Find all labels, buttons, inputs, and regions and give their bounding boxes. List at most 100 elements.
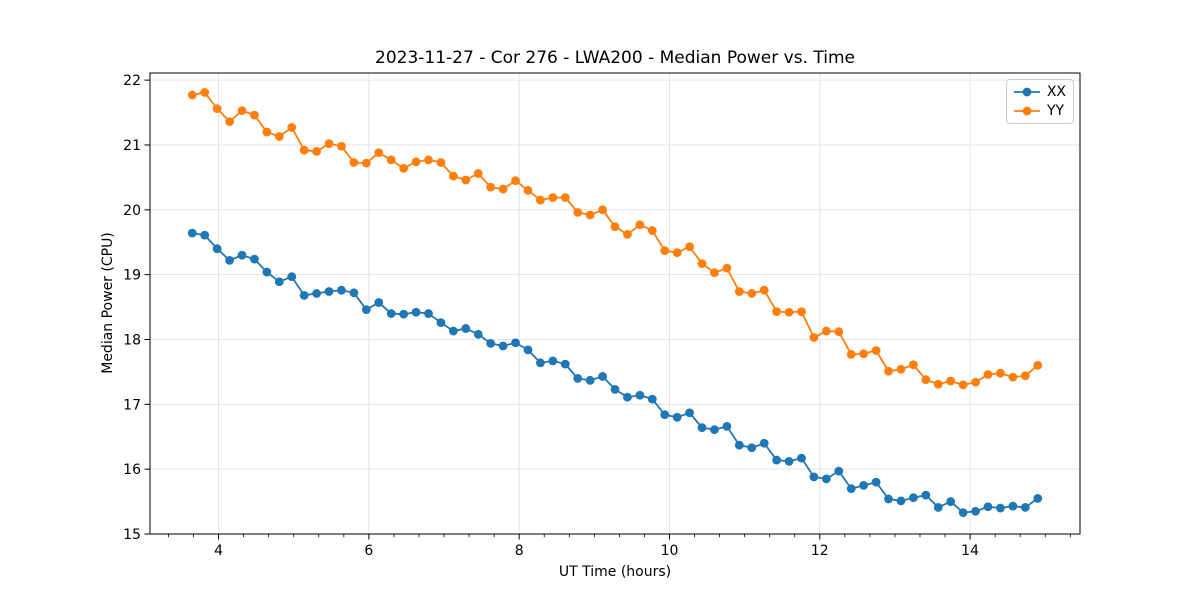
data-point-yy	[946, 376, 956, 386]
data-point-xx	[374, 298, 384, 307]
data-point-xx	[747, 443, 757, 453]
data-point-xx	[623, 392, 632, 402]
data-point-yy	[511, 176, 520, 186]
data-point-yy	[846, 350, 856, 359]
legend-label-yy: YY	[1047, 102, 1065, 119]
data-point-yy	[660, 246, 670, 256]
data-point-yy	[1033, 361, 1043, 370]
legend-line-sample-yy-icon	[1014, 106, 1040, 116]
data-point-yy	[361, 158, 371, 168]
data-point-yy	[896, 364, 906, 374]
data-point-xx	[187, 228, 197, 238]
data-point-yy	[560, 193, 570, 202]
data-point-xx	[424, 309, 433, 318]
legend: XX YY	[1006, 79, 1074, 124]
data-point-xx	[958, 508, 968, 517]
data-point-yy	[610, 222, 620, 232]
data-point-yy	[312, 147, 321, 156]
y-tick-label: 20	[123, 203, 141, 219]
data-point-xx	[436, 318, 446, 328]
y-tick-label: 21	[123, 138, 141, 154]
data-point-yy	[797, 307, 806, 316]
data-point-xx	[399, 309, 409, 319]
data-point-yy	[212, 104, 222, 114]
data-point-xx	[759, 438, 769, 448]
axis-ticks	[144, 79, 1071, 540]
data-point-xx	[921, 490, 931, 500]
data-point-xx	[473, 329, 483, 339]
data-point-xx	[647, 394, 657, 404]
data-point-xx	[710, 425, 719, 435]
data-point-yy	[871, 346, 881, 355]
data-point-xx	[349, 288, 359, 298]
data-point-yy	[933, 379, 943, 389]
data-point-xx	[1008, 501, 1018, 511]
data-point-xx	[498, 341, 508, 351]
data-point-yy	[299, 145, 309, 155]
data-point-yy	[921, 375, 931, 385]
data-point-yy	[473, 169, 483, 178]
data-point-xx	[772, 455, 782, 465]
data-point-yy	[585, 210, 595, 220]
data-point-xx	[212, 244, 222, 254]
data-point-yy	[1008, 372, 1018, 382]
data-point-xx	[200, 230, 210, 240]
data-point-xx	[511, 338, 520, 348]
data-point-xx	[486, 338, 496, 348]
data-point-yy	[710, 268, 719, 278]
data-point-yy	[859, 349, 869, 359]
data-point-xx	[448, 326, 458, 336]
data-point-yy	[759, 285, 769, 295]
data-point-xx	[573, 373, 583, 383]
data-point-xx	[909, 493, 918, 503]
data-point-yy	[436, 158, 446, 167]
chart-title: 2023-11-27 - Cor 276 - LWA200 - Median P…	[375, 48, 855, 68]
legend-label-xx: XX	[1046, 84, 1066, 101]
data-point-yy	[772, 307, 782, 316]
y-axis-label: Median Power (CPU)	[100, 232, 116, 374]
data-point-xx	[859, 480, 869, 490]
data-point-xx	[734, 440, 744, 450]
data-point-xx	[411, 307, 421, 317]
data-point-yy	[821, 326, 831, 336]
grid-lines	[150, 73, 1080, 535]
data-point-yy	[958, 380, 968, 390]
series-line-yy	[191, 91, 1039, 386]
data-point-xx	[1020, 503, 1030, 512]
axes-frame	[149, 72, 1081, 535]
data-point-xx	[274, 277, 284, 287]
data-point-xx	[337, 285, 346, 295]
data-point-xx	[610, 385, 620, 394]
data-point-xx	[697, 423, 707, 433]
data-point-xx	[262, 267, 272, 277]
x-axis-label: UT Time (hours)	[559, 564, 671, 580]
data-point-yy	[498, 184, 508, 194]
data-point-xx	[722, 421, 732, 431]
y-tick-label: 18	[123, 332, 141, 348]
data-point-yy	[187, 90, 197, 100]
data-point-yy	[884, 366, 893, 376]
data-point-yy	[349, 158, 359, 167]
data-point-xx	[324, 287, 334, 296]
data-point-yy	[200, 88, 210, 97]
x-tick-label: 12	[811, 543, 829, 559]
legend-line-sample-xx-icon	[1014, 87, 1040, 97]
data-point-yy	[747, 289, 757, 298]
data-point-xx	[784, 456, 794, 466]
data-point-yy	[784, 307, 794, 317]
data-point-yy	[635, 220, 645, 230]
data-point-yy	[1020, 371, 1030, 381]
data-point-yy	[486, 182, 496, 192]
legend-entry-xx: XX	[1014, 85, 1066, 99]
data-point-yy	[523, 185, 533, 195]
y-tick-label: 16	[123, 462, 141, 478]
data-point-yy	[623, 230, 632, 239]
data-point-yy	[548, 193, 558, 202]
data-point-xx	[846, 484, 856, 494]
data-point-yy	[536, 195, 545, 205]
data-point-yy	[262, 127, 272, 137]
data-point-xx	[660, 410, 670, 420]
data-point-yy	[399, 163, 409, 173]
data-point-xx	[685, 408, 694, 418]
legend-entry-yy: YY	[1014, 104, 1066, 118]
